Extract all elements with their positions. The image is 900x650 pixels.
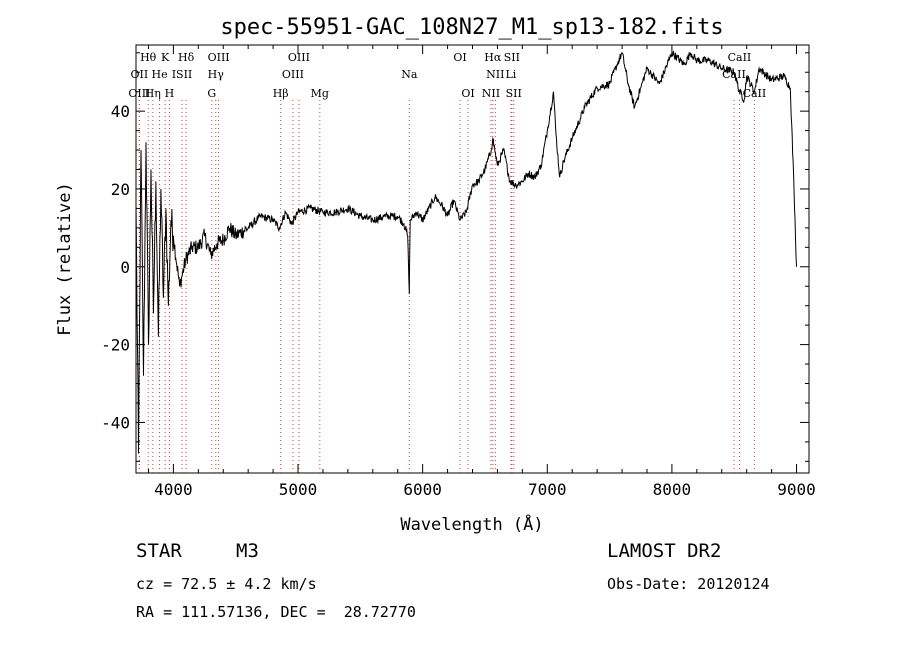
- spectral-line-label: H: [165, 87, 175, 100]
- x-tick-label: 5000: [279, 480, 318, 499]
- chart-title: spec-55951-GAC_108N27_M1_sp13-182.fits: [220, 15, 723, 40]
- spectral-line-label: OIII: [288, 51, 310, 64]
- spectral-line-label: SII: [506, 87, 522, 100]
- spectral-line-label: Hα: [484, 51, 502, 64]
- y-tick-label: 20: [111, 180, 130, 199]
- x-tick-label: 9000: [777, 480, 816, 499]
- spectral-line-label: Mg: [311, 87, 329, 100]
- y-tick-label: -20: [101, 336, 130, 355]
- spectral-line-label: OI: [461, 87, 474, 100]
- axis-ticks: 4000 5000 6000 7000 8000 9000 -40 -20 0 20 40: [101, 45, 816, 499]
- spectral-line-label: Hθ: [140, 51, 157, 64]
- spectral-line-label: OIII: [282, 68, 304, 81]
- spectral-line-label: CaII: [722, 68, 746, 81]
- spectral-line-label: Hγ: [208, 68, 225, 81]
- x-tick-label: 4000: [154, 480, 193, 499]
- plot-frame: [135, 44, 810, 474]
- spectral-line-label: OII: [131, 68, 149, 81]
- sky-coordinates: RA = 111.57136, DEC = 28.72770: [136, 603, 416, 621]
- spectral-line-label: G: [207, 87, 216, 100]
- x-tick-label: 7000: [528, 480, 567, 499]
- observation-date: Obs-Date: 20120124: [607, 575, 770, 593]
- spectral-line-label: Li: [505, 68, 516, 81]
- spectral-line-label: CaII: [728, 51, 752, 64]
- spectral-line-label: OIII: [128, 87, 150, 100]
- spectral-line-label: ISII: [172, 68, 193, 81]
- spectral-line-label: K: [161, 51, 170, 64]
- y-axis-label: Flux (relative): [55, 182, 75, 336]
- object-class: STAR: [136, 540, 182, 562]
- series-layer: [135, 50, 797, 454]
- spectral-line-label: Na: [401, 68, 418, 81]
- spectral-line-label: Hβ: [273, 87, 289, 100]
- object-subclass: M3: [236, 540, 259, 562]
- survey-name: LAMOST DR2: [607, 540, 722, 562]
- spectral-line-label: Hη: [145, 87, 161, 100]
- spectral-line-label: He: [152, 68, 168, 81]
- spectral-line-markers: [138, 100, 755, 473]
- redshift-velocity: cz = 72.5 ± 4.2 km/s: [136, 575, 317, 593]
- x-tick-label: 6000: [403, 480, 442, 499]
- spectral-line-label: SII: [504, 51, 520, 64]
- spectral-line-label: CaII: [743, 87, 767, 100]
- spectral-line-label: NII: [482, 87, 500, 100]
- y-tick-label: 40: [111, 102, 130, 121]
- y-tick-label: 0: [120, 258, 130, 277]
- spectral-line-label: OIII: [208, 51, 230, 64]
- y-tick-label: -40: [101, 413, 130, 432]
- spectral-line-label: Hδ: [178, 51, 195, 64]
- spectral-line-label: NII: [486, 68, 504, 81]
- x-tick-label: 8000: [653, 480, 692, 499]
- spectral-line-labels: Hθ OII OIII K He Hη Hδ ISII H OIII Hγ G OIII OIII Hβ Mg…: [128, 51, 766, 100]
- spectral-line-label: OI: [453, 51, 466, 64]
- x-axis-label: Wavelength (Å): [400, 513, 543, 535]
- spectrum-series-line: [135, 50, 797, 454]
